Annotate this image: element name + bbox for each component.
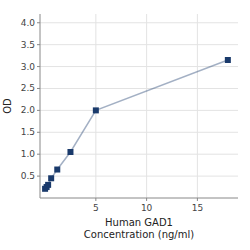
x-axis-line xyxy=(40,198,238,199)
marker xyxy=(48,175,54,181)
chart-container: 0.5 1.0 1.5 2.0 2.5 3.0 3.5 4.0 5 10 15 Human GAD1C… xyxy=(0,0,250,250)
tick-label: 2.0 xyxy=(21,105,36,115)
plot-area xyxy=(42,57,231,192)
tick-label: 4.0 xyxy=(21,18,36,28)
grid-line xyxy=(146,14,147,198)
grid-line xyxy=(95,14,96,198)
tick-label: 1.0 xyxy=(21,149,36,159)
tick-label: 1.5 xyxy=(21,127,35,137)
tick-label: 5 xyxy=(93,203,99,213)
tick-label: 15 xyxy=(192,203,203,213)
grid-line xyxy=(40,44,238,45)
grid-line xyxy=(40,110,238,111)
x-axis-label: Human GAD1Concentration (ng/ml) xyxy=(84,217,194,240)
grid-line xyxy=(40,88,238,89)
chart: 0.5 1.0 1.5 2.0 2.5 3.0 3.5 4.0 5 10 15 Human GAD1C… xyxy=(0,0,250,250)
tick-label: 0.5 xyxy=(21,171,35,181)
y-axis-line xyxy=(40,14,41,198)
tick-label: 2.5 xyxy=(21,83,35,93)
line xyxy=(45,60,228,189)
grid xyxy=(40,14,238,198)
marker xyxy=(67,149,73,155)
y-axis-label: OD xyxy=(2,98,13,114)
marker xyxy=(225,57,231,63)
marker xyxy=(45,182,51,188)
grid-line xyxy=(40,132,238,133)
tick-label: 10 xyxy=(141,203,153,213)
grid-line xyxy=(40,22,238,23)
axes: 0.5 1.0 1.5 2.0 2.5 3.0 3.5 4.0 5 10 15 xyxy=(21,14,238,213)
tick-label: 3.0 xyxy=(21,62,36,72)
tick-label: 3.5 xyxy=(21,40,35,50)
grid-line xyxy=(40,176,238,177)
marker xyxy=(93,107,99,113)
marker xyxy=(54,167,60,173)
grid-line xyxy=(197,14,198,198)
